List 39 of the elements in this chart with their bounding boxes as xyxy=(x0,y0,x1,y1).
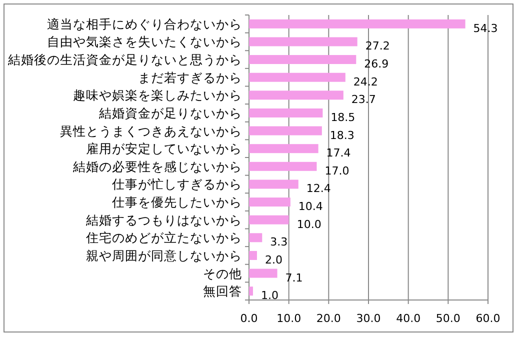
tick-label: 40.0 xyxy=(396,312,421,325)
data-label: 23.7 xyxy=(351,93,376,106)
data-label: 24.2 xyxy=(353,75,378,88)
tick-label: 0.0 xyxy=(240,312,258,325)
category-label: 自由や気楽さを失いたくないから xyxy=(47,34,242,50)
category-label: 趣味や娯楽を楽しみたいから xyxy=(73,88,242,103)
data-label: 2.0 xyxy=(264,253,282,266)
data-label: 27.2 xyxy=(365,40,390,53)
data-label: 26.9 xyxy=(364,58,389,71)
category-label: 雇用が安定していないから xyxy=(86,141,242,156)
data-label: 10.4 xyxy=(298,200,323,214)
category-label: 無回答 xyxy=(203,284,242,299)
category-label: 仕事を優先したいから xyxy=(112,194,242,210)
data-label: 7.1 xyxy=(285,271,303,284)
category-label: 結婚の必要性を感じないから xyxy=(73,158,242,174)
data-label: 10.0 xyxy=(296,218,322,231)
tick-label: 30.0 xyxy=(356,312,381,325)
category-label: その他 xyxy=(203,266,242,281)
data-label: 54.3 xyxy=(473,22,498,35)
tick-label: 60.0 xyxy=(476,312,500,325)
data-label: 1.0 xyxy=(260,289,278,302)
category-label: 適当な相手にめぐり合わないから xyxy=(47,16,242,32)
category-label: 結婚資金が足りないから xyxy=(99,105,242,120)
data-label: 18.3 xyxy=(330,128,354,142)
data-label: 17.4 xyxy=(326,146,351,160)
tick-label: 50.0 xyxy=(436,312,460,325)
category-label: 仕事が忙しすぎるから xyxy=(112,176,242,192)
tick-label: 20.0 xyxy=(316,312,341,325)
category-label: 親や周囲が同意しないから xyxy=(86,248,242,263)
data-label: 18.5 xyxy=(330,110,356,124)
category-label: 異性とうまくつきあえないから xyxy=(60,123,242,138)
category-label: 住宅のめどが立たないから xyxy=(86,230,242,246)
data-label: 12.4 xyxy=(306,182,331,196)
category-label: 結婚後の生活資金が足りないと思うから xyxy=(8,52,242,68)
category-label: 結婚するつもりはないから xyxy=(86,212,242,228)
data-label: 3.3 xyxy=(270,236,288,249)
data-label: 17.0 xyxy=(324,164,350,178)
category-label: まだ若すぎるから xyxy=(138,70,242,85)
tick-label: 10.0 xyxy=(276,312,302,325)
